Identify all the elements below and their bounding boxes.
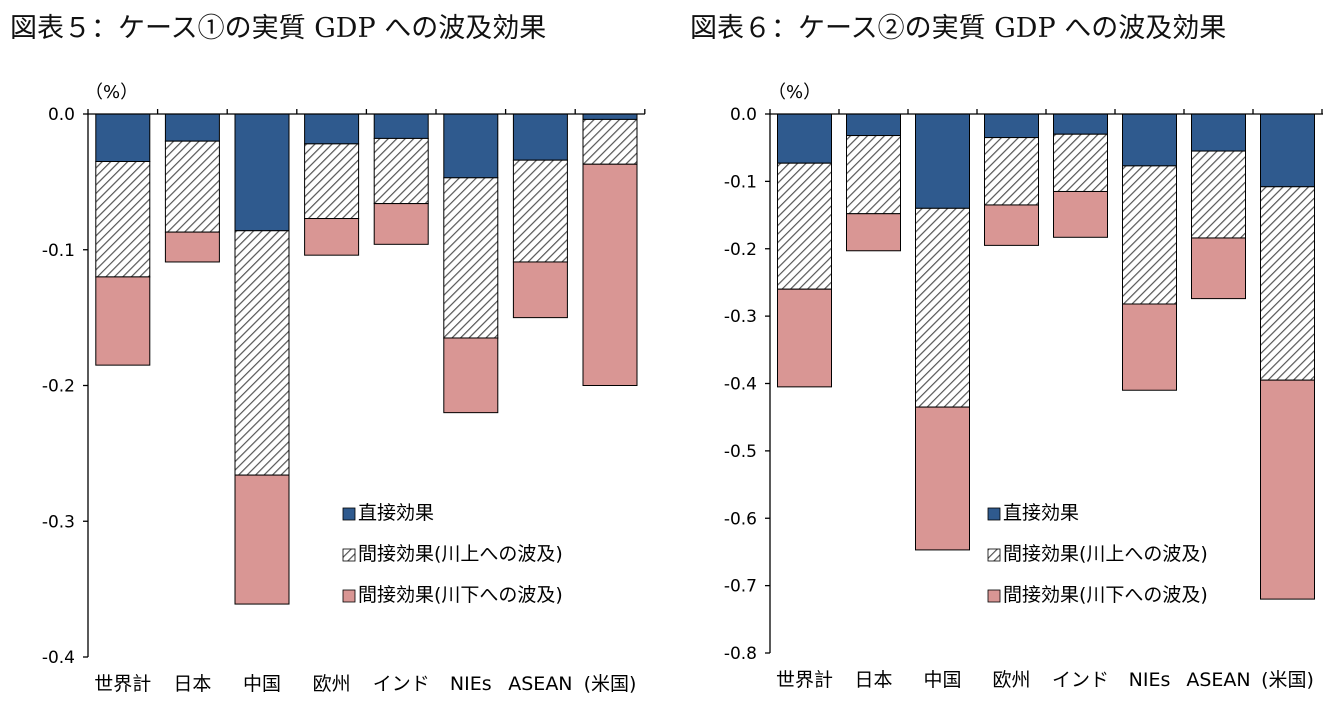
bar-segment-2 bbox=[304, 143, 360, 220]
y-unit-label: （%） bbox=[85, 82, 138, 103]
bar-segment-3 bbox=[984, 204, 1039, 246]
bar-segment-2 bbox=[984, 137, 1039, 206]
y-unit-label: （%） bbox=[768, 82, 821, 103]
bar-segment-2 bbox=[1191, 150, 1246, 239]
y-tick-label: 0.0 bbox=[730, 105, 757, 125]
x-category-label: 世界計 bbox=[776, 669, 833, 691]
chart-title: 図表５：ケース①の実質 GDP への波及効果 bbox=[10, 13, 547, 44]
legend-label: 直接効果 bbox=[358, 502, 434, 524]
bar-segment-1 bbox=[984, 113, 1039, 139]
chart-case2: 図表６：ケース②の実質 GDP への波及効果 0.0 -0.1 -0.2 -0.3 -0… bbox=[680, 0, 1334, 706]
bar-segment-3 bbox=[846, 213, 901, 252]
y-tick-label: -0.4 bbox=[724, 375, 757, 395]
legend-label: 間接効果(川上への波及) bbox=[358, 543, 563, 565]
bar-segment-1 bbox=[1053, 113, 1108, 135]
bar-segment-3 bbox=[95, 276, 151, 366]
bar-segment-1 bbox=[1122, 113, 1177, 167]
x-category-label: 日本 bbox=[854, 669, 892, 691]
bar-segment-3 bbox=[1260, 379, 1315, 600]
y-tick-label: -0.7 bbox=[724, 577, 757, 597]
bar-segment-1 bbox=[443, 113, 499, 179]
bar-segment-3 bbox=[512, 261, 568, 319]
bar-segment-2 bbox=[846, 135, 901, 215]
x-category-label: 日本 bbox=[173, 673, 211, 695]
legend-label: 間接効果(川下への波及) bbox=[358, 584, 563, 606]
bar-segment-1 bbox=[512, 113, 568, 161]
legend-swatch bbox=[987, 507, 1001, 521]
y-tick-label: -0.1 bbox=[42, 241, 75, 261]
x-category-label: NIEs bbox=[1129, 669, 1171, 691]
bar-segment-2 bbox=[582, 118, 638, 165]
bar-segment-1 bbox=[1191, 113, 1246, 152]
bar-segment-2 bbox=[1053, 133, 1108, 192]
x-category-label: インド bbox=[373, 673, 430, 695]
bar-segment-3 bbox=[164, 231, 220, 263]
y-tick-label: -0.2 bbox=[724, 240, 757, 260]
y-tick-label: -0.3 bbox=[42, 512, 75, 532]
legend-label: 間接効果(川下への波及) bbox=[1003, 584, 1208, 606]
bar-segment-3 bbox=[1122, 303, 1177, 391]
bar-segment-1 bbox=[234, 113, 290, 232]
y-tick-label: -0.1 bbox=[724, 172, 757, 192]
x-category-label: (米国) bbox=[584, 673, 637, 695]
bar-segment-2 bbox=[1122, 165, 1177, 305]
bar-segment-1 bbox=[95, 113, 151, 163]
bar-segment-1 bbox=[777, 113, 832, 164]
bar-segment-3 bbox=[582, 163, 638, 386]
x-category-label: 世界計 bbox=[94, 673, 151, 695]
bar-segment-1 bbox=[373, 113, 429, 139]
bar-segment-3 bbox=[443, 337, 499, 414]
bar-segment-2 bbox=[915, 207, 970, 408]
x-category-label: 欧州 bbox=[313, 673, 351, 695]
bar-segment-2 bbox=[512, 159, 568, 263]
x-category-label: 中国 bbox=[243, 673, 281, 695]
bar-segment-2 bbox=[777, 162, 832, 290]
y-tick-label: -0.8 bbox=[724, 644, 757, 664]
bar-segment-3 bbox=[777, 288, 832, 388]
bar-segment-3 bbox=[915, 406, 970, 551]
legend-label: 直接効果 bbox=[1003, 502, 1079, 524]
bar-segment-2 bbox=[95, 161, 151, 278]
x-category-label: 中国 bbox=[923, 669, 961, 691]
bar-segment-1 bbox=[164, 113, 220, 142]
y-tick-label: 0.0 bbox=[48, 105, 75, 125]
bar-segment-3 bbox=[1191, 237, 1246, 300]
bar-segment-3 bbox=[304, 218, 360, 256]
y-tick-label: -0.6 bbox=[724, 509, 757, 529]
y-tick-label: -0.2 bbox=[42, 377, 75, 397]
bar-segment-2 bbox=[164, 140, 220, 233]
legend-label: 間接効果(川上への波及) bbox=[1003, 543, 1208, 565]
bar-segment-1 bbox=[915, 113, 970, 209]
chart-svg: 0.0 -0.1 -0.2 -0.3 -0.4 （%） 世界計 日本 中国 欧州 インド NIEs AS… bbox=[42, 82, 646, 695]
y-tick-label: -0.4 bbox=[42, 648, 75, 668]
legend-swatch bbox=[342, 589, 356, 603]
bar-segment-3 bbox=[1053, 190, 1108, 238]
x-category-label: NIEs bbox=[450, 673, 492, 695]
chart-svg: 0.0 -0.1 -0.2 -0.3 -0.4 -0.5 -0.6 -0.7 -0.8 （%） 世界… bbox=[724, 82, 1323, 691]
x-category-label: ASEAN bbox=[508, 673, 572, 695]
y-tick-label: -0.5 bbox=[724, 442, 757, 462]
bar-segment-1 bbox=[582, 113, 638, 120]
bar-segment-2 bbox=[443, 177, 499, 339]
bar-segment-3 bbox=[373, 203, 429, 245]
bar-segment-2 bbox=[234, 230, 290, 476]
legend-swatch bbox=[342, 548, 356, 562]
x-category-label: ASEAN bbox=[1186, 669, 1250, 691]
bar-segment-2 bbox=[1260, 186, 1315, 381]
chart-case1: 図表５：ケース①の実質 GDP への波及効果 0.0 -0.1 -0.2 -0.3 -0… bbox=[0, 0, 667, 706]
bar-segment-1 bbox=[304, 113, 360, 145]
x-category-label: (米国) bbox=[1261, 669, 1314, 691]
bar-segment-1 bbox=[846, 113, 901, 137]
chart-title: 図表６：ケース②の実質 GDP への波及効果 bbox=[690, 13, 1227, 44]
bar-segment-2 bbox=[373, 137, 429, 205]
legend-swatch bbox=[342, 507, 356, 521]
y-tick-label: -0.3 bbox=[724, 307, 757, 327]
legend-swatch bbox=[987, 589, 1001, 603]
x-category-label: 欧州 bbox=[992, 669, 1030, 691]
legend-swatch bbox=[987, 548, 1001, 562]
bar-segment-1 bbox=[1260, 113, 1315, 188]
bar-segment-3 bbox=[234, 474, 290, 605]
x-category-label: インド bbox=[1052, 669, 1109, 691]
